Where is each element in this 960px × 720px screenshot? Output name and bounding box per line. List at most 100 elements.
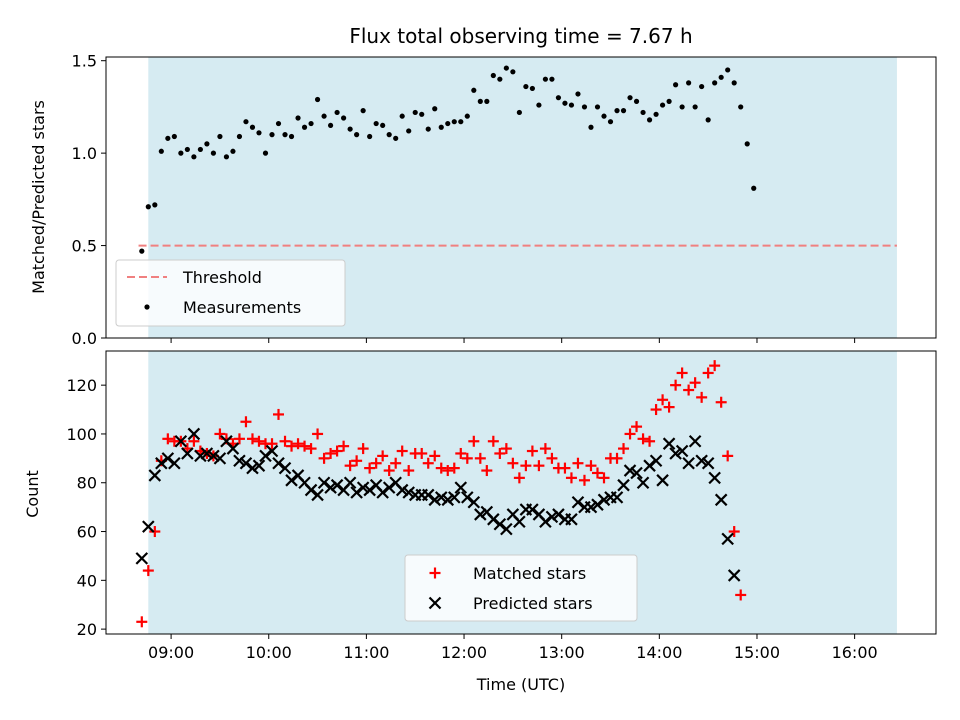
matched-star-point — [435, 462, 447, 474]
bottom-axes-frame — [105, 350, 937, 635]
measurements-legend-label: Measurements — [183, 298, 301, 317]
measurement-point — [295, 115, 301, 121]
matched-star-point — [422, 457, 434, 469]
measurement-point — [731, 80, 737, 86]
predicted-star-point — [343, 476, 357, 490]
predicted-star-point — [395, 483, 409, 497]
matched-star-point — [442, 465, 454, 477]
measurement-point — [659, 102, 666, 108]
y-tick-label: 1.5 — [72, 52, 97, 71]
predicted-star-point — [324, 481, 337, 494]
predicted-star-point — [428, 493, 442, 507]
measurement-point — [236, 133, 243, 140]
matched-star-point — [149, 526, 161, 538]
matched-star-point — [494, 447, 506, 459]
matched-star-point — [611, 452, 623, 464]
bottom-x-axis-label: Time (UTC) — [476, 675, 565, 694]
matched-star-point — [644, 435, 656, 447]
predicted-star-point — [493, 517, 507, 531]
matched-star-point — [357, 443, 369, 455]
predicted-star-point — [135, 552, 149, 565]
matched-star-point — [331, 445, 343, 457]
predicted-star-point — [688, 434, 702, 448]
bottom-legend: Matched stars Predicted stars — [404, 554, 638, 622]
matched-star-point — [312, 428, 324, 440]
matched-star-point — [670, 379, 682, 391]
top-legend: Threshold Measurements — [115, 259, 346, 327]
predicted-star-point — [701, 456, 715, 470]
measurement-point — [516, 109, 522, 116]
matched-star-point — [273, 408, 285, 420]
matched-star-point — [709, 360, 721, 372]
measurement-point — [262, 150, 269, 156]
measurements-legend-swatch — [144, 304, 150, 310]
y-tick-label: 0.5 — [72, 237, 97, 256]
matched-star-point — [683, 384, 695, 396]
matched-star-point — [474, 452, 486, 464]
measurement-point — [184, 146, 190, 153]
measurement-point — [666, 98, 672, 104]
measurement-point — [243, 119, 249, 125]
measurement-point — [692, 104, 698, 110]
measurement-point — [673, 82, 679, 88]
predicted-star-point — [727, 569, 741, 582]
measurement-point — [555, 95, 562, 101]
matched-star-point — [578, 474, 590, 486]
matched-star-point — [526, 445, 538, 457]
measurement-point — [425, 126, 431, 132]
predicted-star-point — [213, 452, 227, 465]
predicted-star-point — [181, 447, 194, 460]
threshold-legend-label: Threshold — [182, 268, 262, 287]
predicted-star-point — [402, 486, 415, 499]
matched-legend-marker — [429, 567, 441, 579]
measurement-point — [529, 85, 535, 92]
y-tick-label: 20 — [77, 620, 97, 639]
matched-star-point — [390, 457, 402, 469]
predicted-star-point — [174, 434, 188, 448]
measurement-point — [438, 124, 444, 130]
predicted-star-point — [643, 459, 656, 472]
measurement-point — [523, 83, 529, 90]
measurement-point — [581, 104, 588, 110]
measurement-point — [458, 119, 464, 125]
measurement-point — [575, 91, 581, 97]
predicted-star-point — [636, 476, 650, 490]
predicted-star-point — [610, 491, 624, 504]
predicted-star-point — [168, 456, 181, 470]
predicted-star-point — [630, 466, 643, 480]
matched-star-point — [266, 438, 278, 450]
matched-star-point — [663, 401, 675, 413]
measurement-points — [139, 65, 757, 254]
bottom-y-axis-label: Count — [23, 470, 42, 518]
matched-star-point — [624, 428, 636, 440]
predicted-star-point — [350, 486, 363, 499]
measurement-point — [288, 133, 295, 140]
predicted-star-point — [317, 476, 331, 490]
matched-star-point — [585, 460, 597, 472]
measurement-point — [640, 109, 646, 116]
matched-stars-points — [136, 360, 747, 628]
predicted-star-point — [623, 464, 637, 477]
measurement-point — [347, 126, 353, 132]
predicted-star-point — [187, 427, 201, 441]
predicted-star-point — [246, 461, 259, 475]
predicted-star-point — [467, 495, 481, 509]
measurement-point — [249, 124, 256, 130]
matched-star-point — [214, 428, 226, 440]
measurement-point — [490, 72, 496, 79]
matched-star-point — [689, 377, 701, 389]
matched-star-point — [338, 440, 350, 452]
top-y-axis-label: Matched/Predicted stars — [29, 100, 48, 294]
matched-star-point — [520, 460, 532, 472]
measurement-point — [171, 133, 177, 140]
matched-star-point — [507, 457, 519, 469]
measurement-point — [321, 113, 327, 119]
matched-star-point — [240, 416, 252, 428]
measurement-point — [354, 132, 360, 138]
y-tick-label: 40 — [77, 571, 97, 590]
y-tick-label: 1.0 — [72, 144, 97, 163]
measurement-point — [158, 148, 164, 154]
measurement-point — [633, 98, 640, 104]
predicted-star-point — [441, 493, 455, 507]
matched-star-point — [370, 457, 382, 469]
